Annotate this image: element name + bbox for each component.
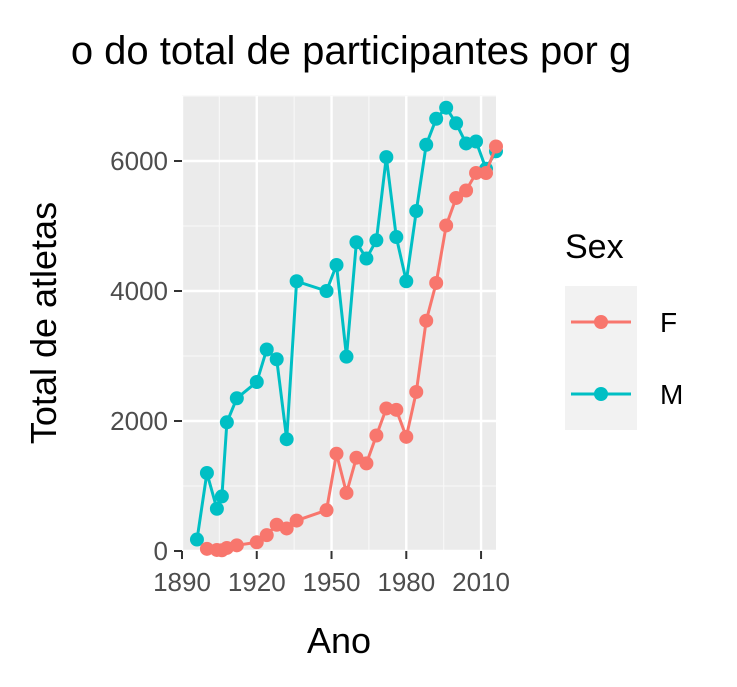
data-point-M	[349, 235, 364, 250]
legend-title: Sex	[565, 228, 624, 266]
data-point-F	[489, 139, 503, 154]
series-F	[199, 139, 503, 558]
data-point-M	[214, 489, 229, 504]
data-point-M	[399, 274, 414, 289]
data-point-M	[229, 391, 244, 406]
data-point-M	[439, 100, 454, 115]
x-tick-label: 1950	[303, 567, 361, 597]
data-point-F	[229, 538, 244, 553]
data-point-F	[389, 402, 404, 417]
data-point-F	[449, 190, 464, 205]
data-point-M	[369, 233, 384, 248]
legend: Sex FM	[565, 228, 683, 430]
x-tick-label: 1890	[153, 567, 211, 597]
data-point-F	[289, 513, 304, 528]
data-point-M	[389, 230, 404, 245]
data-point-F	[459, 183, 474, 198]
data-point-F	[259, 528, 274, 543]
legend-key-point-F	[594, 315, 608, 329]
data-point-F	[409, 384, 424, 399]
data-point-M	[289, 274, 304, 289]
data-point-F	[319, 503, 334, 518]
data-point-M	[469, 134, 484, 149]
data-point-F	[399, 429, 414, 444]
data-point-F	[469, 165, 484, 180]
x-tick-label: 1980	[377, 567, 435, 597]
data-point-F	[279, 521, 294, 536]
legend-label-M: M	[660, 379, 683, 410]
data-point-F	[369, 428, 384, 443]
plot-panel	[182, 96, 496, 551]
data-point-M	[319, 284, 334, 298]
y-tick-label: 6000	[110, 146, 168, 176]
data-point-M	[419, 137, 434, 152]
data-point-F	[429, 275, 444, 290]
series-layer	[189, 100, 503, 558]
data-point-M	[249, 375, 264, 389]
y-tick-label: 0	[154, 536, 168, 566]
y-axis-title: Total de atletas	[23, 202, 64, 444]
data-point-M	[429, 111, 444, 126]
legend-key-point-M	[594, 387, 608, 401]
data-point-M	[269, 352, 284, 367]
data-point-M	[379, 150, 394, 165]
data-point-M	[279, 432, 294, 447]
data-point-F	[359, 456, 374, 471]
y-tick-label: 4000	[110, 276, 168, 306]
data-point-F	[329, 446, 344, 461]
data-point-F	[339, 485, 354, 500]
legend-items: FM	[571, 307, 683, 410]
data-point-M	[199, 466, 214, 480]
data-point-F	[439, 218, 454, 233]
data-point-F	[419, 313, 434, 328]
data-point-M	[329, 258, 344, 272]
y-tick-label: 2000	[110, 406, 168, 436]
x-tick-label: 2010	[452, 567, 510, 597]
data-point-M	[259, 342, 274, 357]
legend-label-F: F	[660, 307, 677, 338]
data-point-M	[339, 349, 354, 364]
axes: 1890 1920 1950 1980 2010 0 2000 4000 6000	[110, 146, 510, 597]
data-point-M	[189, 532, 204, 547]
series-M	[189, 100, 503, 547]
data-point-F	[249, 535, 264, 550]
legend-key-background	[565, 286, 637, 430]
data-point-M	[449, 116, 464, 131]
data-point-F	[479, 166, 494, 181]
grid	[180, 95, 496, 553]
x-tick-label: 1920	[228, 567, 286, 597]
data-point-M	[409, 204, 424, 219]
chart-title: o do total de participantes por g	[71, 29, 631, 73]
data-point-M	[209, 501, 224, 516]
data-point-M	[359, 251, 374, 266]
x-axis-title: Ano	[307, 620, 371, 661]
data-point-M	[219, 415, 234, 430]
